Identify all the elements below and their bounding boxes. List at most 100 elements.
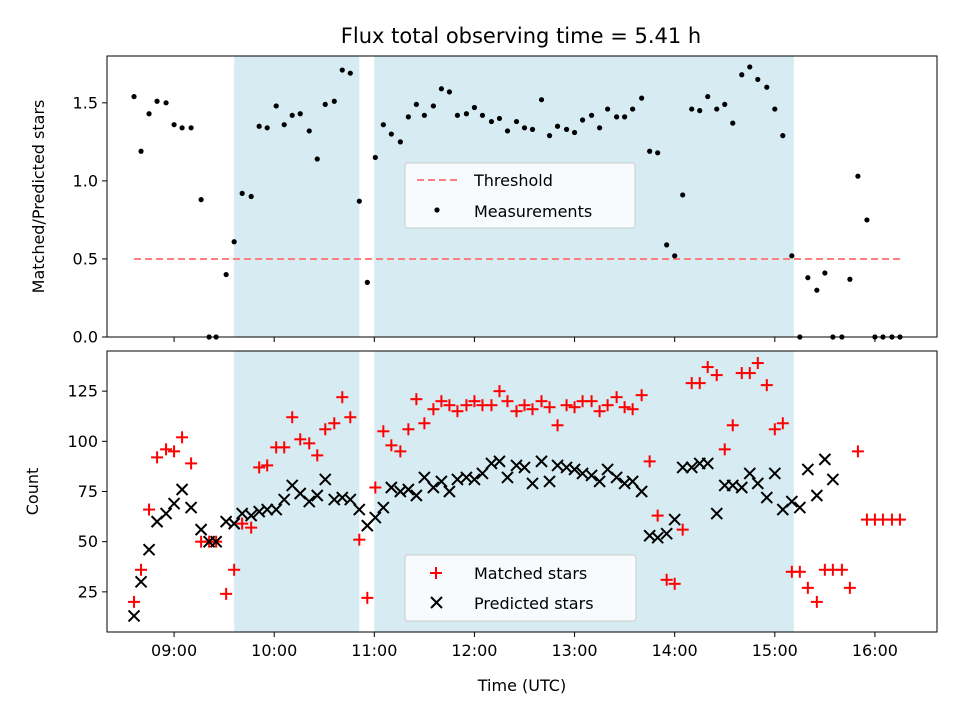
matched-star-point [228,563,241,576]
matched-star-point [526,403,539,416]
matched-star-point [394,445,407,458]
predicted-star-point [167,497,181,510]
measurement-point [780,133,786,139]
matched-star-point [451,405,464,418]
measurement-point [639,95,645,101]
matched-star-point [543,401,556,414]
legend-matched-label: Matched stars [474,564,587,583]
matched-star-point [768,423,781,436]
y-tick-label: 50 [78,532,98,551]
predicted-star-point [526,477,539,490]
bottom-y-axis-label: Count [23,468,42,516]
measurement-point [179,125,185,131]
matched-star-point [303,437,316,450]
matched-star-point [485,399,498,412]
matched-star-point [344,411,357,424]
predicted-star-point [385,481,398,494]
matched-star-point [377,425,390,438]
measurement-point [297,111,303,117]
predicted-star-point [793,501,807,514]
matched-star-point [668,577,681,590]
measurement-point [446,89,453,95]
measurement-point [672,253,678,259]
predicted-star-point [344,493,357,506]
matched-star-point [151,451,164,464]
legend-predicted-swatch [430,596,443,609]
measurement-point [154,98,160,104]
measurement-point [730,120,736,126]
matched-star-point [851,445,864,458]
predicted-star-point [543,475,556,488]
predicted-star-point [260,503,274,516]
matched-star-point [418,417,431,430]
predicted-star-point [651,531,664,544]
predicted-star-point [435,475,448,488]
matched-star-point [385,439,398,452]
matched-star-point [493,385,506,398]
predicted-star-point [735,481,748,494]
matched-star-point [726,419,739,432]
matched-star-point [651,509,664,522]
y-tick-label: 100 [67,432,98,451]
predicted-star-point [159,507,173,520]
y-tick-label: 125 [67,382,98,401]
matched-star-point [710,369,723,382]
legend-matched-swatch [430,567,442,579]
predicted-star-point [535,455,548,468]
measurement-point [571,129,578,136]
matched-star-point [402,423,415,436]
predicted-star-point [369,511,382,524]
measurement-point [463,111,470,117]
measurement-point [513,118,520,125]
x-tick-label: 16:00 [852,641,898,660]
predicted-star-point [476,467,489,480]
measurement-point [546,133,553,139]
matched-star-point [336,391,349,404]
chart-title: Flux total observing time = 5.41 h [341,24,701,48]
measurement-point [855,173,861,179]
measurement-point [504,128,511,134]
matched-star-point [160,443,173,456]
matched-star-point [560,399,573,412]
predicted-star-point [726,479,739,492]
predicted-star-point [402,483,415,496]
measurement-point [322,101,328,107]
matched-star-point [776,417,789,430]
measurement-point [198,197,204,203]
predicted-star-point [801,463,815,476]
predicted-star-point [810,489,824,502]
predicted-star-point [175,483,189,496]
matched-star-point [410,393,423,406]
measurement-point [413,101,419,107]
matched-star-point [236,517,249,530]
measurement-point [739,72,745,78]
x-tick-label: 15:00 [752,641,798,660]
predicted-star-point [768,467,782,480]
predicted-star-point [184,501,198,514]
predicted-star-point [568,463,581,476]
predicted-star-point [377,501,390,514]
measurement-point [306,128,312,134]
matched-star-point [585,395,598,408]
predicted-star-point [751,477,764,490]
measurement-point [405,114,411,120]
measurement-point [697,108,703,114]
measurement-point [131,93,137,100]
legend-threshold-label: Threshold [473,171,553,190]
predicted-star-point [209,535,223,548]
predicted-star-point [303,495,316,508]
measurement-point [805,275,811,281]
matched-star-point [361,591,374,604]
top-legend-box [404,162,636,229]
matched-star-point [626,403,639,416]
measurement-point [588,112,595,118]
predicted-star-point [585,469,598,482]
measurement-point [231,239,237,245]
bottom-x-ticks: 09:00 10:00 11:00 12:00 13:00 14:00 15:00 16:00 [151,632,898,660]
x-tick-label: 12:00 [451,641,497,660]
matched-star-point [793,565,806,578]
matched-star-point [253,461,266,474]
measurement-point [339,67,345,73]
predicted-star-point [142,543,156,556]
